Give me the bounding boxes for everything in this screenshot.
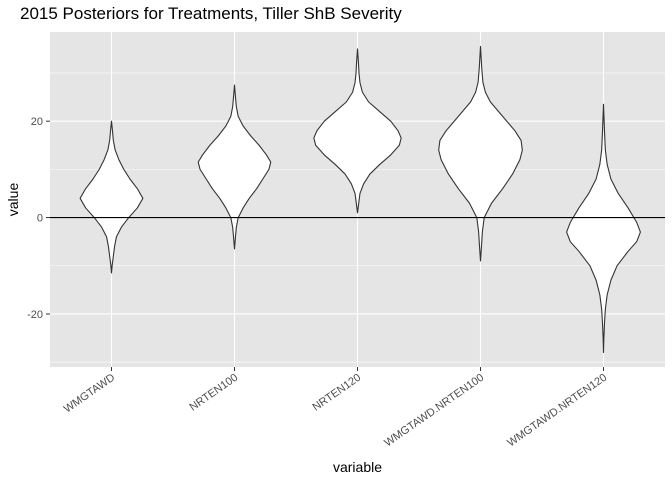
x-tick-label: NRTEN100: [187, 372, 240, 414]
x-axis: WMGTAWD NRTEN100 NRTEN120 WMGTAWD.NRTEN100 W…: [62, 367, 609, 449]
y-tick-label: 0: [37, 213, 43, 225]
x-tick-label: WMGTAWD: [62, 372, 117, 416]
violins: [79, 45, 641, 354]
violin-wmgtawd-nrten120: [566, 103, 641, 354]
y-axis: -20 0 20: [27, 116, 50, 321]
y-tick-label: 20: [31, 116, 43, 128]
violin-wmgtawd: [79, 120, 144, 274]
chart-title: 2015 Posteriors for Treatments, Tiller S…: [20, 4, 402, 23]
x-tick-label: WMGTAWD.NRTEN100: [382, 372, 486, 450]
y-tick-label: -20: [27, 309, 43, 321]
y-axis-title: value: [5, 183, 21, 217]
x-tick-label: WMGTAWD.NRTEN120: [505, 372, 609, 450]
x-tick-label: NRTEN120: [310, 372, 363, 414]
violin-nrten100: [197, 84, 272, 250]
violin-wmgtawd-nrten100: [438, 45, 523, 262]
x-axis-title: variable: [333, 459, 382, 475]
violin-nrten120: [313, 48, 402, 214]
